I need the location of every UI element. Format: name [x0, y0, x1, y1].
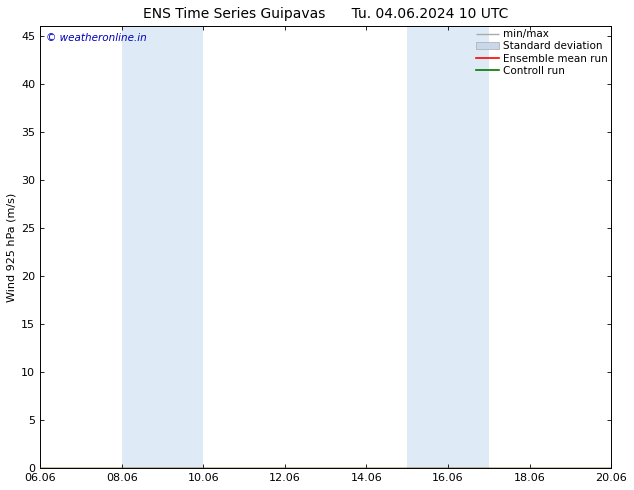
Title: ENS Time Series Guipavas      Tu. 04.06.2024 10 UTC: ENS Time Series Guipavas Tu. 04.06.2024 …	[143, 7, 508, 21]
Legend: min/max, Standard deviation, Ensemble mean run, Controll run: min/max, Standard deviation, Ensemble me…	[475, 28, 609, 77]
Text: © weatheronline.in: © weatheronline.in	[46, 33, 146, 43]
Bar	[407, 26, 489, 468]
Y-axis label: Wind 925 hPa (m/s): Wind 925 hPa (m/s)	[7, 193, 17, 302]
Bar	[122, 26, 204, 468]
